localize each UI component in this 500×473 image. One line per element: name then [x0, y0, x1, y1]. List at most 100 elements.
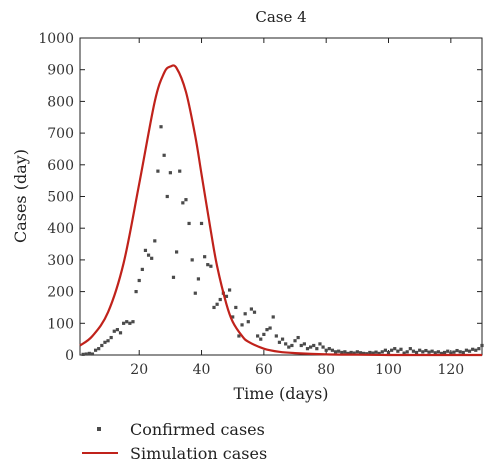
- legend-item-simulation: Simulation cases: [82, 441, 382, 465]
- y-tick-label: 300: [47, 253, 74, 269]
- confirmed-point: [252, 310, 257, 314]
- confirmed-point: [361, 351, 366, 356]
- confirmed-point: [380, 350, 384, 354]
- legend-label-confirmed: Confirmed cases: [130, 419, 265, 439]
- confirmed-point: [175, 250, 179, 254]
- confirmed-point: [355, 350, 359, 354]
- y-tick-label: 100: [47, 316, 74, 332]
- confirmed-point: [143, 248, 148, 252]
- legend-item-confirmed: Confirmed cases: [82, 417, 382, 441]
- confirmed-point: [150, 256, 154, 260]
- confirmed-point: [418, 348, 422, 352]
- confirmed-point: [421, 350, 425, 354]
- confirmed-point: [287, 345, 291, 349]
- confirmed-point: [203, 255, 207, 259]
- confirmed-point: [118, 331, 123, 335]
- confirmed-point: [234, 305, 238, 310]
- confirmed-point: [439, 351, 444, 356]
- y-tick-label: 1000: [38, 31, 74, 47]
- confirmed-marker-icon: [82, 419, 118, 439]
- confirmed-point: [231, 315, 235, 319]
- confirmed-point: [411, 349, 416, 353]
- confirmed-point: [271, 315, 275, 319]
- x-axis-label: Time (days): [233, 384, 328, 403]
- y-tick-label: 500: [47, 190, 74, 206]
- confirmed-point: [427, 350, 431, 354]
- confirmed-point: [215, 302, 219, 306]
- confirmed-point: [296, 335, 300, 340]
- confirmed-point: [280, 337, 285, 341]
- x-tick-label: 40: [193, 362, 211, 378]
- confirmed-point: [162, 153, 166, 157]
- confirmed-point: [471, 347, 475, 351]
- confirmed-point: [249, 307, 253, 311]
- confirmed-point: [218, 297, 222, 302]
- confirmed-point: [305, 347, 310, 351]
- confirmed-point: [262, 332, 266, 336]
- confirmed-point: [159, 125, 163, 129]
- confirmed-point: [277, 340, 282, 344]
- confirmed-point: [374, 350, 378, 354]
- y-tick-label: 600: [47, 158, 74, 174]
- confirmed-point: [452, 350, 456, 354]
- confirmed-point: [125, 320, 129, 324]
- confirmed-point: [327, 347, 331, 351]
- confirmed-point: [165, 194, 169, 199]
- confirmed-point: [312, 343, 316, 348]
- confirmed-point: [390, 348, 394, 352]
- confirmed-point: [122, 321, 126, 325]
- x-tick-label: 100: [375, 362, 402, 378]
- confirmed-point: [408, 347, 412, 351]
- confirmed-point: [268, 326, 272, 330]
- confirmed-point: [455, 348, 459, 353]
- confirmed-point: [436, 350, 440, 354]
- confirmed-point: [399, 347, 403, 351]
- plot-frame: [79, 37, 483, 356]
- confirmed-point: [324, 348, 328, 352]
- confirmed-point: [284, 342, 288, 346]
- confirmed-point: [340, 350, 344, 355]
- confirmed-point: [458, 350, 462, 354]
- confirmed-point: [193, 291, 197, 295]
- confirmed-point: [337, 349, 341, 353]
- confirmed-point: [371, 351, 375, 355]
- confirmed-point: [315, 347, 319, 351]
- confirmed-point: [112, 329, 116, 333]
- confirmed-point: [84, 352, 88, 356]
- confirmed-point: [330, 348, 335, 352]
- confirmed-point: [321, 345, 325, 349]
- confirmed-point: [109, 335, 113, 340]
- confirmed-point: [424, 348, 428, 353]
- confirmed-point: [393, 347, 397, 351]
- confirmed-cases-series: [81, 125, 484, 356]
- confirmed-point: [103, 340, 107, 344]
- confirmed-point: [199, 221, 204, 226]
- confirmed-point: [346, 351, 350, 356]
- chart-title: Case 4: [255, 8, 306, 26]
- confirmed-point: [81, 352, 85, 356]
- y-axis-label: Cases (day): [11, 149, 30, 243]
- y-tick-label: 700: [47, 126, 74, 142]
- confirmed-point: [333, 350, 338, 354]
- confirmed-point: [237, 334, 241, 338]
- simulation-cases-line: [79, 64, 482, 357]
- confirmed-point: [87, 351, 91, 356]
- confirmed-point: [464, 348, 469, 352]
- confirmed-point: [446, 349, 450, 353]
- confirmed-point: [224, 294, 229, 298]
- confirmed-point: [171, 275, 176, 279]
- confirmed-point: [137, 278, 141, 283]
- confirmed-point: [293, 339, 297, 343]
- confirmed-point: [405, 350, 409, 354]
- y-tick-label: 200: [47, 285, 74, 301]
- confirmed-point: [383, 348, 387, 352]
- x-tick-label: 80: [317, 362, 335, 378]
- y-tick-label: 400: [47, 221, 74, 237]
- legend: Confirmed cases Simulation cases: [82, 417, 382, 465]
- confirmed-point: [386, 350, 391, 355]
- confirmed-point: [209, 264, 213, 268]
- legend-label-simulation: Simulation cases: [130, 443, 268, 463]
- confirmed-point: [433, 351, 437, 355]
- confirmed-point: [377, 351, 381, 356]
- confirmed-point: [430, 349, 434, 353]
